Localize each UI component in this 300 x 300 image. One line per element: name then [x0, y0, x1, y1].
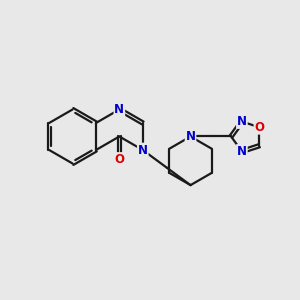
- Text: O: O: [254, 121, 264, 134]
- Text: O: O: [114, 153, 124, 166]
- Text: N: N: [237, 115, 247, 128]
- Text: N: N: [138, 143, 148, 157]
- Text: N: N: [114, 103, 124, 116]
- Text: N: N: [185, 130, 196, 143]
- Text: N: N: [237, 145, 247, 158]
